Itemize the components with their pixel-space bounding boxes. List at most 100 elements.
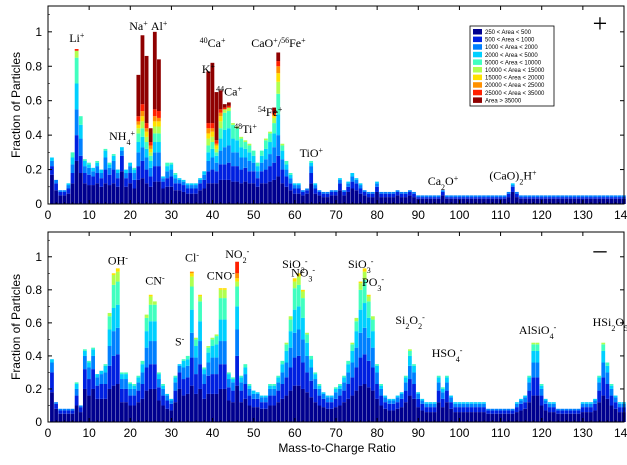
bar-segment <box>259 155 264 163</box>
bar-segment <box>144 367 149 391</box>
bar-segment <box>87 360 91 363</box>
bar-segment <box>177 372 182 389</box>
peak-annotation: AlSiO4- <box>519 323 557 341</box>
bar-segment <box>346 183 351 187</box>
bar-segment <box>449 197 453 199</box>
legend-swatch <box>473 36 482 43</box>
bar-segment <box>103 365 108 373</box>
bar-segment <box>333 392 338 399</box>
bar-segment <box>350 342 355 345</box>
bar-segment <box>66 188 71 194</box>
bar-segment <box>82 350 87 356</box>
bar-segment <box>362 271 367 280</box>
bar-segment <box>95 160 100 163</box>
bar-segment <box>210 337 215 340</box>
bar-segment <box>132 167 137 170</box>
bar-segment <box>477 403 482 408</box>
bar-segment <box>313 372 318 375</box>
bar-segment <box>325 408 330 422</box>
bar-segment <box>494 197 499 199</box>
bar-segment <box>74 57 79 84</box>
bar-segment <box>375 186 379 192</box>
bar-segment <box>276 52 281 62</box>
bar-segment <box>120 147 124 151</box>
bar-segment <box>358 309 363 333</box>
bar-segment <box>128 166 133 174</box>
bar-segment <box>120 388 124 403</box>
bar-segment <box>325 395 330 398</box>
bar-segment <box>189 188 194 194</box>
bar-segment <box>243 367 248 375</box>
bar-segment <box>255 393 260 399</box>
bar-segment <box>358 193 363 204</box>
peak-annotation: CaO+/56Fe+ <box>251 36 306 51</box>
bar-segment <box>580 412 585 422</box>
bar-segment <box>58 410 63 414</box>
bar-segment <box>313 402 318 422</box>
bar-segment <box>428 412 433 422</box>
bar-segment <box>329 408 334 422</box>
bar-segment <box>185 193 190 204</box>
bar-segment <box>103 364 108 366</box>
bar-segment <box>597 198 602 204</box>
bar-segment <box>477 198 482 204</box>
bar-segment <box>144 142 149 149</box>
bar-segment <box>531 195 536 198</box>
bar-segment <box>140 128 145 137</box>
bar-segment <box>222 104 227 108</box>
bar-segment <box>461 402 466 404</box>
bar-segment <box>264 140 268 149</box>
bar-segment <box>54 402 58 404</box>
bar-segment <box>362 268 367 272</box>
bar-segment <box>383 395 388 398</box>
bar-segment <box>477 402 482 404</box>
bars-group <box>50 261 626 422</box>
bar-segment <box>62 408 67 411</box>
peak-annotation: NH4+ <box>109 129 135 147</box>
bar-segment <box>477 412 482 422</box>
bar-segment <box>210 183 215 204</box>
bar-segment <box>436 375 441 378</box>
bar-segment <box>366 360 371 388</box>
x-tick-label: 90 <box>412 426 426 440</box>
bar-segment <box>264 159 268 170</box>
legend-label: 25000 < Area < 35000 <box>485 91 545 97</box>
bar-segment <box>111 160 116 170</box>
bar-segment <box>120 379 124 389</box>
bar-segment <box>535 198 540 204</box>
bar-segment <box>370 319 375 332</box>
bar-segment <box>580 195 585 198</box>
bar-segment <box>387 410 392 422</box>
bar-segment <box>276 155 281 177</box>
bar-segment <box>247 143 252 146</box>
bar-segment <box>148 364 153 389</box>
bar-segment <box>210 169 215 184</box>
bar-segment <box>276 402 281 422</box>
bar-segment <box>576 413 581 422</box>
bar-segment <box>527 375 532 378</box>
bar-segment <box>535 342 540 345</box>
bar-segment <box>469 402 474 404</box>
bar-segment <box>124 402 128 422</box>
bar-segment <box>461 412 466 422</box>
bar-segment <box>214 92 219 141</box>
bar-segment <box>309 380 314 398</box>
bar-segment <box>189 273 194 277</box>
bar-segment <box>510 408 515 411</box>
bar-segment <box>494 195 499 198</box>
bar-segment <box>255 171 260 179</box>
bar-segment <box>247 388 252 396</box>
bar-segment <box>144 136 149 143</box>
bar-segment <box>136 74 141 117</box>
bar-segment <box>144 314 149 318</box>
bar-segment <box>222 107 227 110</box>
bar-segment <box>370 197 375 204</box>
bar-segment <box>408 349 412 351</box>
bar-segment <box>292 288 297 310</box>
bar-segment <box>235 126 239 129</box>
bar-segment <box>268 385 272 389</box>
bar-segment <box>276 61 281 67</box>
bar-segment <box>198 301 202 322</box>
bar-segment <box>338 179 342 184</box>
bar-segment <box>140 136 145 148</box>
